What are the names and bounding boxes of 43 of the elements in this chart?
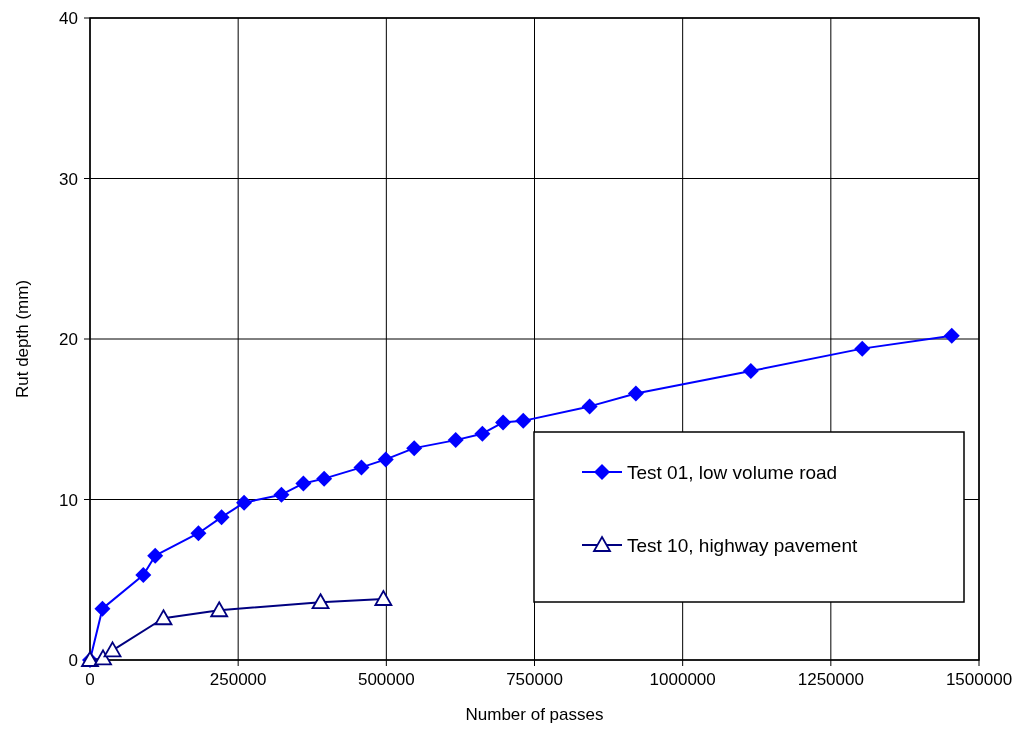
point xyxy=(495,414,512,431)
point xyxy=(210,601,229,618)
point xyxy=(627,385,644,402)
point xyxy=(374,590,393,606)
point xyxy=(103,641,122,658)
x-tick-label: 500000 xyxy=(357,670,415,689)
point xyxy=(854,340,871,357)
x-axis-title: Number of passes xyxy=(465,705,604,724)
y-axis-title: Rut depth (mm) xyxy=(13,279,32,399)
point xyxy=(406,440,423,457)
point xyxy=(943,327,960,344)
legend-label: Test 01, low volume road xyxy=(627,462,838,483)
point xyxy=(447,432,464,449)
y-tick-label: 0 xyxy=(68,651,78,670)
point xyxy=(190,525,207,542)
point xyxy=(213,509,230,526)
point xyxy=(316,470,333,487)
x-tick-label: 750000 xyxy=(506,670,563,689)
x-tick-label: 1500000 xyxy=(945,670,1013,689)
x-tick-label: 0 xyxy=(85,670,95,689)
point xyxy=(236,494,253,511)
x-tick-label: 1000000 xyxy=(649,670,716,689)
point xyxy=(147,547,164,564)
x-tick-label: 1250000 xyxy=(797,670,864,689)
point xyxy=(154,609,173,626)
y-tick-label: 20 xyxy=(59,330,78,349)
point xyxy=(353,459,370,476)
x-tick-label: 250000 xyxy=(209,670,267,689)
point xyxy=(581,398,598,415)
legend-label: Test 10, highway pavement xyxy=(627,535,858,556)
point xyxy=(515,412,532,429)
point xyxy=(273,486,290,503)
point xyxy=(377,451,394,468)
y-tick-label: 40 xyxy=(59,9,78,28)
point xyxy=(94,600,111,617)
point xyxy=(311,593,330,610)
y-tick-label: 10 xyxy=(59,490,78,510)
point xyxy=(295,475,312,492)
point xyxy=(94,649,112,666)
point xyxy=(742,363,759,380)
point xyxy=(135,566,152,583)
point xyxy=(474,425,491,442)
y-tick-label: 30 xyxy=(59,169,78,189)
